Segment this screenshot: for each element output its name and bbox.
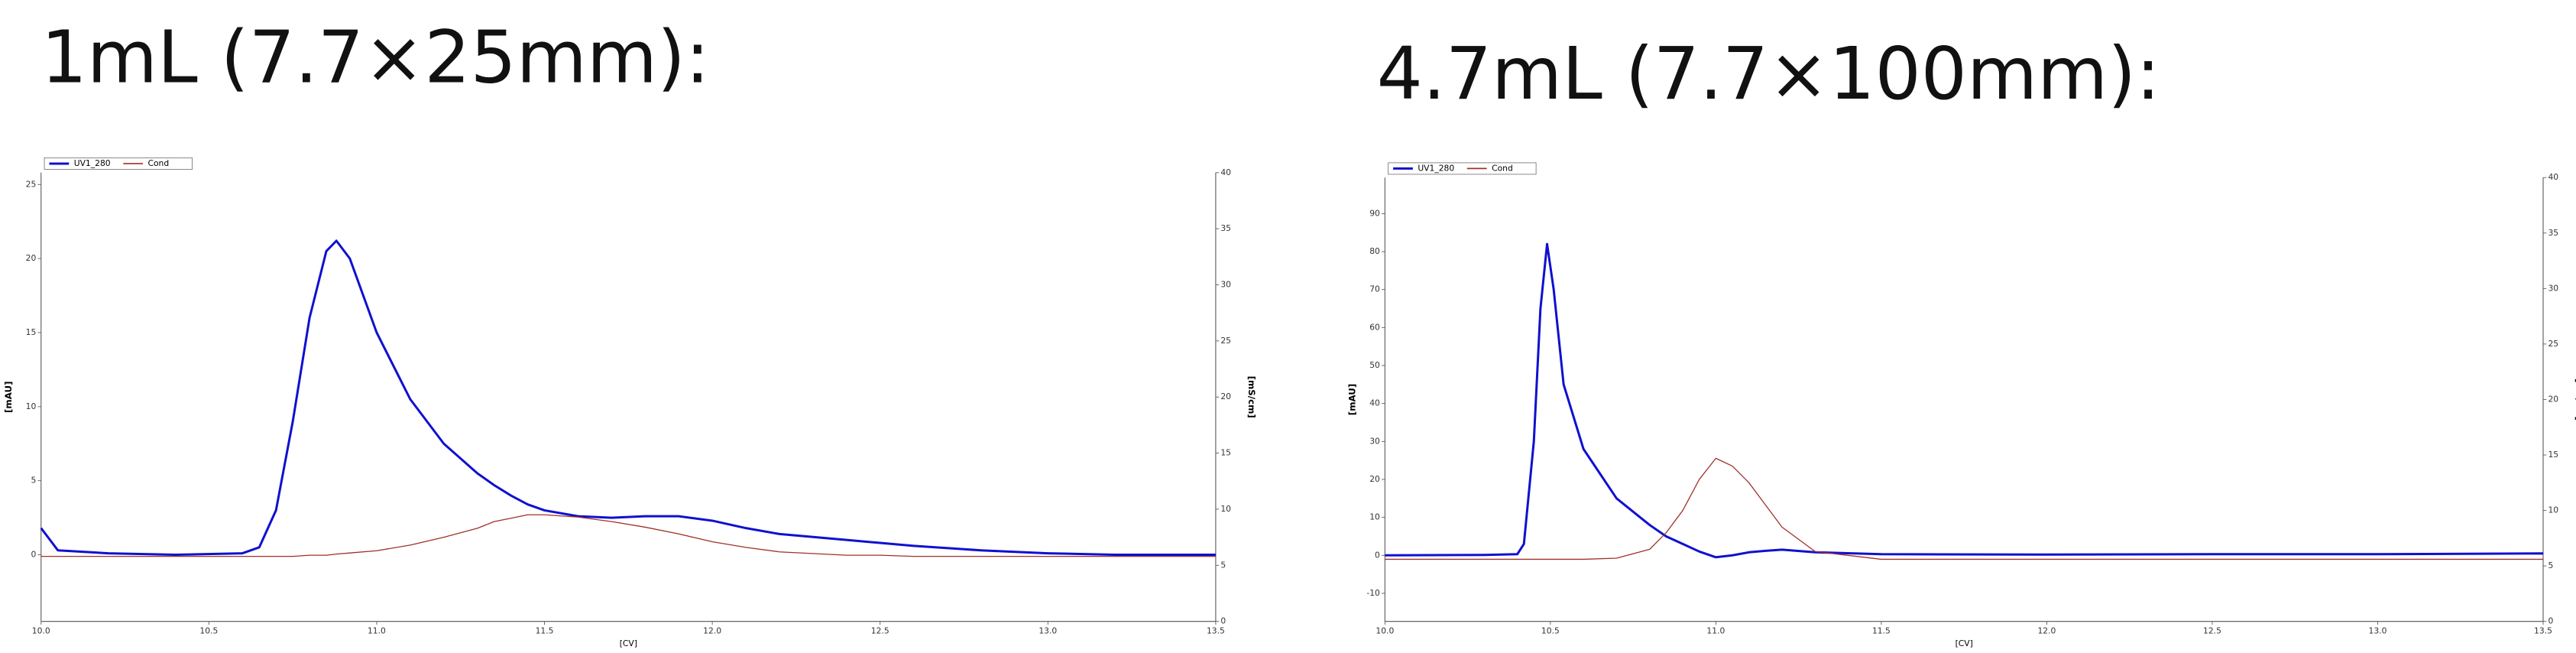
y2-tick-label: 30 <box>1220 280 1231 290</box>
y2-tick-label: 15 <box>1220 448 1231 458</box>
y-tick-label: 40 <box>1369 398 1380 408</box>
x-tick-label: 13.0 <box>2369 626 2387 636</box>
y2-tick-label: 40 <box>2548 172 2558 182</box>
x-axis-title: [CV] <box>1955 638 1973 648</box>
y-tick-label: -10 <box>1366 588 1380 598</box>
y2-tick-label: 20 <box>2548 394 2558 404</box>
y2-axis-title: [mS/cm] <box>2574 378 2576 421</box>
y-tick-label: 15 <box>26 327 37 337</box>
chart-title: 1mL (7.7×25mm): <box>41 16 710 100</box>
y-tick-label: 20 <box>26 253 37 263</box>
x-tick-label: 11.0 <box>1706 626 1725 636</box>
chart-title: 4.7mL (7.7×100mm): <box>1377 32 2160 116</box>
x-tick-label: 13.0 <box>1039 626 1057 636</box>
y-tick-label: 60 <box>1369 322 1380 332</box>
y2-tick-label: 40 <box>1220 167 1231 177</box>
x-tick-label: 11.5 <box>536 626 554 636</box>
legend-label: Cond <box>1492 164 1513 174</box>
x-tick-label: 10.5 <box>199 626 218 636</box>
x-tick-label: 10.5 <box>1541 626 1560 636</box>
x-tick-label: 10.0 <box>1375 626 1394 636</box>
x-tick-label: 12.5 <box>2203 626 2221 636</box>
y2-tick-label: 35 <box>2548 228 2558 238</box>
data-line <box>1385 457 2544 560</box>
y2-tick-label: 20 <box>1220 391 1231 401</box>
x-tick-label: 12.0 <box>2037 626 2056 636</box>
chart: 4.7mL (7.7×100mm): 10.0 10.5 11.0 11.5 12.0 12… <box>1347 32 2576 648</box>
y-tick-label: 50 <box>1369 360 1380 370</box>
x-tick-label: 11.5 <box>1872 626 1891 636</box>
data-line <box>40 239 1216 557</box>
y2-tick-label: 0 <box>1220 616 1226 626</box>
y-tick-label: 0 <box>1375 550 1380 560</box>
y-axis-title: [mAU] <box>1347 384 1358 415</box>
y2-tick-label: 25 <box>1220 336 1231 346</box>
y2-tick-label: 10 <box>1220 504 1231 514</box>
y-tick-label: 70 <box>1369 284 1380 294</box>
y-tick-label: 0 <box>31 550 36 560</box>
x-axis-title: [CV] <box>620 638 637 648</box>
legend-label: UV1_280 <box>74 158 111 168</box>
y2-tick-label: 35 <box>1220 223 1231 233</box>
y-tick-label: 10 <box>1369 512 1380 522</box>
data-line <box>1385 242 2544 559</box>
x-tick-label: 12.0 <box>703 626 721 636</box>
legend-box <box>44 157 193 170</box>
y-axis-title: [mAU] <box>3 381 14 412</box>
y-tick-label: 80 <box>1369 246 1380 256</box>
x-tick-label: 10.0 <box>32 626 50 636</box>
legend-label: Cond <box>147 158 169 168</box>
x-tick-label: 13.5 <box>1207 626 1225 636</box>
y-tick-label: 90 <box>1369 208 1380 218</box>
y-tick-label: 25 <box>26 179 37 189</box>
x-tick-label: 13.5 <box>2534 626 2552 636</box>
x-tick-label: 11.0 <box>368 626 386 636</box>
y2-tick-label: 15 <box>2548 450 2558 460</box>
y2-axis-title: [mS/cm] <box>1246 376 1257 418</box>
y2-tick-label: 10 <box>2548 505 2558 515</box>
data-line <box>41 514 1216 557</box>
legend-label: UV1_280 <box>1418 164 1454 174</box>
y2-tick-label: 5 <box>1220 560 1226 570</box>
y-tick-label: 5 <box>31 476 36 486</box>
y2-tick-label: 5 <box>2548 560 2553 570</box>
y2-tick-label: 30 <box>2548 283 2558 293</box>
y-tick-label: 10 <box>26 401 37 411</box>
y2-tick-label: 0 <box>2548 616 2553 626</box>
y2-tick-label: 25 <box>2548 339 2558 349</box>
x-tick-label: 12.5 <box>871 626 889 636</box>
y-tick-label: 20 <box>1369 474 1380 484</box>
y-tick-label: 30 <box>1369 436 1380 446</box>
chart: 1mL (7.7×25mm): 10.0 10.5 11.0 11.5 12.0 12.5 1… <box>3 16 1257 648</box>
legend-box <box>1388 162 1537 175</box>
